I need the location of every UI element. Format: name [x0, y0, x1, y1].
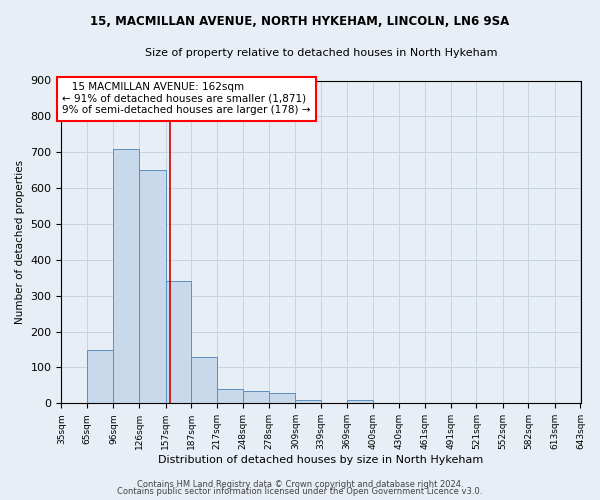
Text: Contains HM Land Registry data © Crown copyright and database right 2024.: Contains HM Land Registry data © Crown c…	[137, 480, 463, 489]
Bar	[269, 392, 295, 404]
Text: 15, MACMILLAN AVENUE, NORTH HYKEHAM, LINCOLN, LN6 9SA: 15, MACMILLAN AVENUE, NORTH HYKEHAM, LIN…	[91, 15, 509, 28]
Bar	[295, 400, 321, 404]
Bar	[347, 400, 373, 404]
Bar	[166, 282, 191, 404]
Title: Size of property relative to detached houses in North Hykeham: Size of property relative to detached ho…	[145, 48, 497, 58]
Bar	[87, 350, 113, 404]
Y-axis label: Number of detached properties: Number of detached properties	[15, 160, 25, 324]
Text: Contains public sector information licensed under the Open Government Licence v3: Contains public sector information licen…	[118, 487, 482, 496]
Bar	[243, 391, 269, 404]
X-axis label: Distribution of detached houses by size in North Hykeham: Distribution of detached houses by size …	[158, 455, 484, 465]
Bar	[139, 170, 166, 404]
Bar	[191, 356, 217, 404]
Bar	[217, 389, 243, 404]
Text: 15 MACMILLAN AVENUE: 162sqm
← 91% of detached houses are smaller (1,871)
9% of s: 15 MACMILLAN AVENUE: 162sqm ← 91% of det…	[62, 82, 311, 116]
Bar	[113, 148, 139, 404]
